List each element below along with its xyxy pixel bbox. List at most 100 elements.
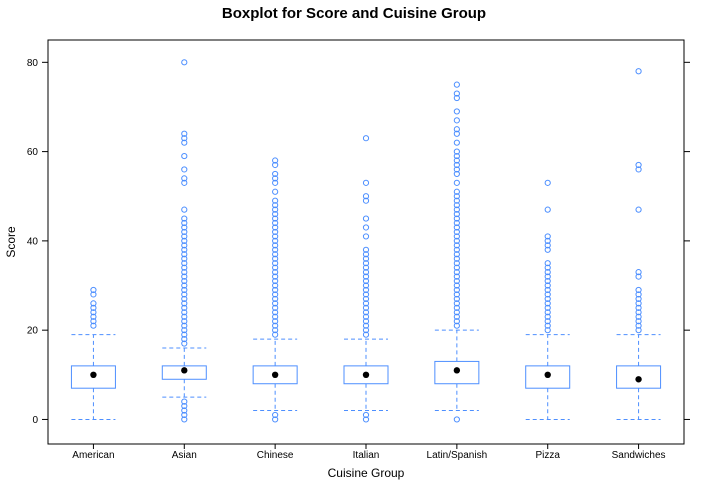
outlier-point <box>181 269 188 276</box>
outlier-point <box>635 269 642 276</box>
outlier-point <box>181 59 188 66</box>
outlier-point <box>181 152 188 160</box>
x-tick-label: Italian <box>353 450 380 461</box>
outlier-point <box>362 215 370 222</box>
box-group <box>434 81 480 423</box>
outlier-point <box>635 166 642 173</box>
outlier-point <box>181 264 188 271</box>
outlier-point <box>362 286 370 294</box>
outlier-point <box>362 318 370 325</box>
outlier-point <box>453 313 460 320</box>
outlier-point <box>635 68 642 75</box>
outlier-point <box>453 170 460 178</box>
outlier-point <box>635 318 642 325</box>
y-tick-label: 40 <box>27 236 39 247</box>
outlier-point <box>362 416 370 423</box>
outlier-point <box>362 322 370 329</box>
outlier-point <box>90 300 97 307</box>
outlier-point <box>181 309 188 316</box>
outlier-point <box>272 237 279 244</box>
outlier-point <box>181 398 188 405</box>
x-axis-label: Cuisine Group <box>328 466 405 480</box>
outlier-point <box>272 251 279 258</box>
outlier-point <box>272 327 279 334</box>
outlier-point <box>544 242 551 249</box>
outlier-point <box>362 300 370 307</box>
y-tick-label: 60 <box>27 147 39 158</box>
outlier-point <box>181 166 188 173</box>
outlier-point <box>453 237 460 244</box>
outlier-point <box>362 304 370 311</box>
y-axis: 0 20 40 60 80 <box>27 58 690 426</box>
outlier-point <box>181 318 188 325</box>
y-tick-label: 0 <box>32 415 38 426</box>
outlier-point <box>181 411 188 419</box>
outlier-point <box>453 81 460 88</box>
outlier-point <box>272 210 279 218</box>
outlier-point <box>181 175 188 182</box>
outlier-point <box>544 318 551 325</box>
box-group <box>343 135 389 423</box>
outlier-point <box>272 161 279 169</box>
outlier-point <box>90 313 97 320</box>
median-dot <box>635 376 642 383</box>
outlier-point <box>453 224 460 231</box>
outlier-point <box>272 322 279 329</box>
outlier-point <box>362 251 370 258</box>
box-group <box>525 179 571 420</box>
outlier-point <box>272 202 279 209</box>
outlier-point <box>90 286 97 294</box>
outlier-point <box>272 260 279 267</box>
outlier-point <box>635 300 642 307</box>
outlier-point <box>544 327 551 334</box>
outlier-point <box>90 322 97 329</box>
outlier-point <box>453 157 460 164</box>
outlier-point <box>181 331 188 338</box>
y-tick-label: 20 <box>27 326 39 337</box>
outlier-point <box>453 197 460 204</box>
outlier-point <box>362 277 370 285</box>
outlier-point <box>635 291 642 298</box>
outlier-point <box>272 282 279 289</box>
outlier-point <box>453 242 460 249</box>
x-tick-label: Asian <box>172 450 197 461</box>
outlier-point <box>544 260 551 267</box>
outlier-point <box>362 313 370 320</box>
outlier-point <box>181 135 188 142</box>
outlier-point <box>90 291 97 298</box>
outlier-point <box>453 117 460 124</box>
outlier-point <box>544 277 551 285</box>
outlier-point <box>544 282 551 289</box>
outlier-point <box>635 206 642 213</box>
outlier-point <box>90 304 97 311</box>
outlier-point <box>272 224 279 231</box>
outlier-point <box>181 255 188 262</box>
outlier-point <box>544 269 551 276</box>
outlier-point <box>453 108 460 115</box>
outlier-point <box>272 300 279 307</box>
outlier-point <box>362 309 370 316</box>
outlier-point <box>453 228 460 236</box>
outlier-point <box>453 255 460 262</box>
outlier-point <box>272 269 279 276</box>
outlier-point <box>453 233 460 240</box>
outlier-point <box>272 291 279 298</box>
outlier-point <box>635 273 642 280</box>
outlier-point <box>181 340 188 347</box>
outlier-point <box>544 246 551 253</box>
outlier-point <box>272 331 279 338</box>
outlier-point <box>453 130 460 137</box>
outlier-point <box>453 277 460 285</box>
outlier-point <box>272 197 279 204</box>
outlier-point <box>272 246 279 253</box>
outlier-point <box>272 242 279 249</box>
outlier-point <box>544 206 551 213</box>
outlier-point <box>272 416 279 423</box>
outlier-point <box>453 304 460 311</box>
outlier-point <box>181 237 188 244</box>
outlier-point <box>181 130 188 137</box>
outlier-point <box>272 304 279 311</box>
outlier-point <box>453 251 460 258</box>
outlier-point <box>181 402 188 410</box>
outlier-point <box>90 309 97 316</box>
